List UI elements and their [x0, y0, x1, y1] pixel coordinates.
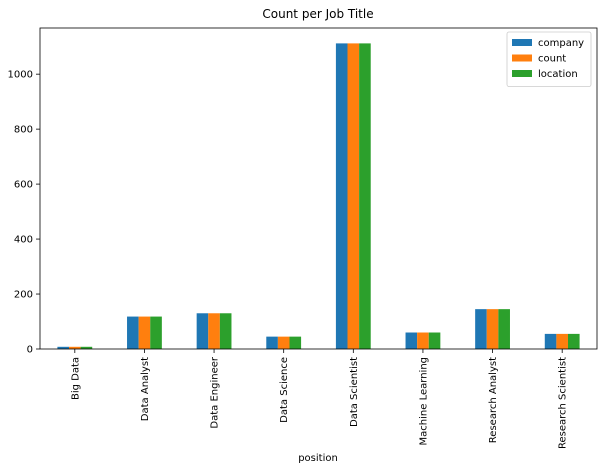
x-tick-label: Data Science — [279, 357, 290, 423]
x-tick-label: Data Scientist — [349, 357, 360, 427]
y-tick-label: 800 — [14, 125, 33, 136]
x-tick-label: Research Analyst — [488, 357, 499, 443]
bar-company — [405, 332, 418, 349]
bar-company — [335, 43, 348, 349]
bar-company — [127, 316, 139, 349]
bar-company — [196, 313, 209, 349]
bar-location — [80, 346, 93, 349]
legend-swatch-company — [512, 39, 532, 46]
bar-location — [567, 333, 580, 349]
y-axis: 0 200 400 600 800 1000 — [8, 70, 40, 356]
legend-label-count: count — [538, 54, 566, 65]
bar-count — [277, 336, 290, 349]
legend-swatch-location — [512, 70, 532, 77]
bar-count — [486, 309, 499, 349]
bar-count — [208, 313, 220, 349]
legend-swatch-count — [512, 54, 532, 62]
bar-company — [57, 346, 70, 349]
bar-count — [138, 316, 151, 349]
legend-label-company: company — [538, 38, 584, 49]
legend: company count location — [506, 31, 592, 87]
bar-location — [428, 332, 441, 349]
bar-location — [359, 43, 371, 349]
x-tick-label: Data Analyst — [140, 357, 151, 421]
y-tick-label: 0 — [27, 345, 33, 356]
x-tick-label: Big Data — [70, 357, 81, 400]
y-tick-label: 400 — [14, 235, 33, 246]
y-tick-label: 200 — [14, 290, 33, 301]
bar-location — [498, 309, 510, 349]
bar-count — [69, 346, 81, 349]
x-tick-label: Data Engineer — [210, 356, 221, 428]
y-tick-label: 1000 — [8, 70, 33, 81]
bar-location — [289, 336, 302, 349]
y-tick-label: 600 — [14, 180, 33, 191]
x-tick-label: Research Scientist — [558, 357, 569, 449]
x-axis: Big Data Data Analyst Data Engineer Data Sc… — [70, 349, 569, 449]
bar-location — [150, 316, 162, 349]
legend-label-location: location — [538, 69, 578, 80]
bar-company — [266, 336, 278, 349]
bar-count — [556, 333, 568, 349]
bars-group — [57, 43, 580, 349]
bar-company — [544, 333, 557, 349]
chart-title: Count per Job Title — [262, 7, 373, 21]
bar-company — [475, 309, 487, 349]
bar-count — [417, 332, 429, 349]
bar-location — [219, 313, 232, 349]
bar-count — [347, 43, 360, 349]
x-tick-label: Machine Learning — [418, 357, 429, 445]
x-axis-label: position — [298, 453, 338, 464]
plot-frame — [39, 27, 598, 350]
